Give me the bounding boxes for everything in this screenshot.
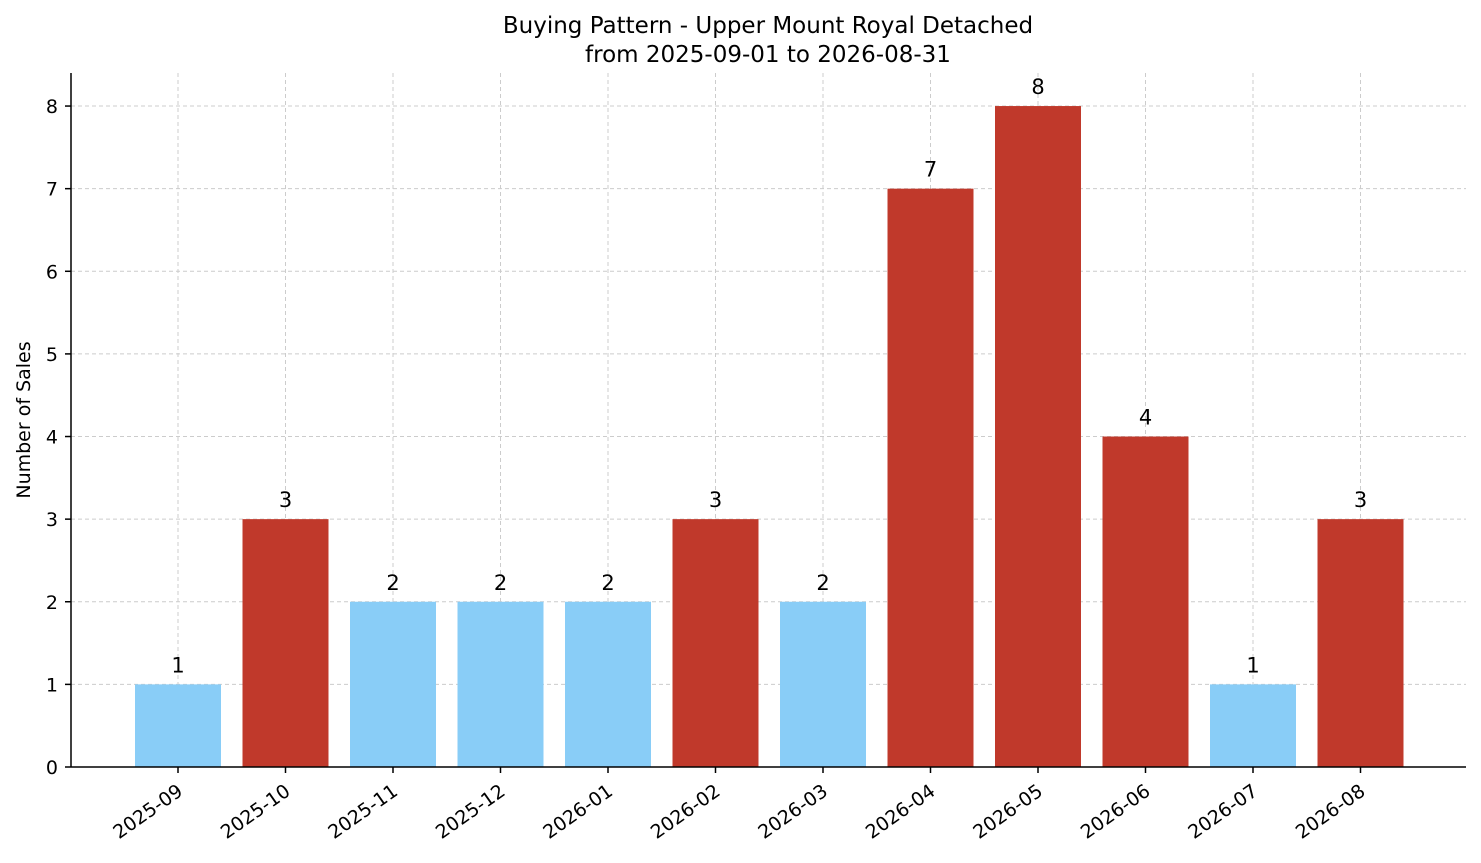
bar-value-label: 2 bbox=[494, 571, 507, 595]
x-tick-label: 2026-05 bbox=[969, 780, 1047, 844]
y-tick-label: 8 bbox=[46, 96, 58, 118]
bar-value-label: 7 bbox=[924, 158, 937, 182]
bar bbox=[887, 188, 974, 767]
x-tick-label: 2025-12 bbox=[432, 780, 510, 844]
y-axis-ticks: 0 1 2 3 4 5 6 7 8 bbox=[46, 96, 71, 779]
data-labels: 1 3 2 2 2 3 2 7 8 4 1 3 bbox=[171, 75, 1367, 677]
bar-value-label: 1 bbox=[1246, 653, 1259, 677]
y-tick-label: 2 bbox=[46, 592, 58, 614]
bar bbox=[135, 684, 221, 767]
bar-value-label: 3 bbox=[279, 488, 292, 512]
bar bbox=[1102, 436, 1189, 767]
bar-value-label: 8 bbox=[1031, 75, 1044, 99]
y-tick-label: 3 bbox=[46, 509, 58, 531]
x-tick-label: 2025-11 bbox=[324, 780, 402, 844]
y-tick-label: 1 bbox=[46, 674, 58, 696]
bar bbox=[1317, 519, 1404, 767]
bar bbox=[457, 601, 544, 767]
y-tick-label: 6 bbox=[46, 261, 58, 283]
bar bbox=[242, 519, 329, 767]
bar-value-label: 2 bbox=[386, 571, 399, 595]
y-tick-label: 4 bbox=[46, 427, 58, 449]
chart-title: Buying Pattern - Upper Mount Royal Detac… bbox=[503, 13, 1033, 39]
bar bbox=[350, 601, 436, 767]
x-tick-label: 2026-08 bbox=[1292, 780, 1370, 844]
bar-value-label: 3 bbox=[709, 488, 722, 512]
y-tick-label: 5 bbox=[46, 344, 58, 366]
bar bbox=[995, 106, 1081, 768]
bar bbox=[565, 601, 651, 767]
bar-value-label: 4 bbox=[1139, 406, 1152, 430]
x-tick-label: 2026-03 bbox=[754, 780, 832, 844]
y-tick-label: 0 bbox=[46, 757, 58, 779]
bars bbox=[135, 106, 1404, 768]
x-tick-label: 2025-09 bbox=[109, 780, 187, 844]
bar bbox=[780, 601, 866, 767]
x-tick-label: 2026-06 bbox=[1077, 780, 1155, 844]
y-axis-label: Number of Sales bbox=[13, 341, 35, 498]
chart-subtitle: from 2025-09-01 to 2026-08-31 bbox=[585, 42, 951, 68]
x-tick-label: 2026-02 bbox=[647, 780, 725, 844]
x-tick-label: 2026-04 bbox=[862, 780, 940, 844]
x-tick-label: 2025-10 bbox=[217, 780, 295, 844]
bar-value-label: 3 bbox=[1354, 488, 1367, 512]
x-tick-label: 2026-07 bbox=[1184, 780, 1262, 844]
x-axis-ticks: 2025-09 2025-10 2025-11 2025-12 2026-01 2026-… bbox=[109, 767, 1369, 844]
bar-value-label: 2 bbox=[816, 571, 829, 595]
bar-value-label: 2 bbox=[601, 571, 614, 595]
bar bbox=[672, 519, 759, 767]
bar bbox=[1210, 684, 1296, 767]
x-tick-label: 2026-01 bbox=[539, 780, 617, 844]
y-tick-label: 7 bbox=[46, 179, 58, 201]
bar-value-label: 1 bbox=[171, 653, 184, 677]
